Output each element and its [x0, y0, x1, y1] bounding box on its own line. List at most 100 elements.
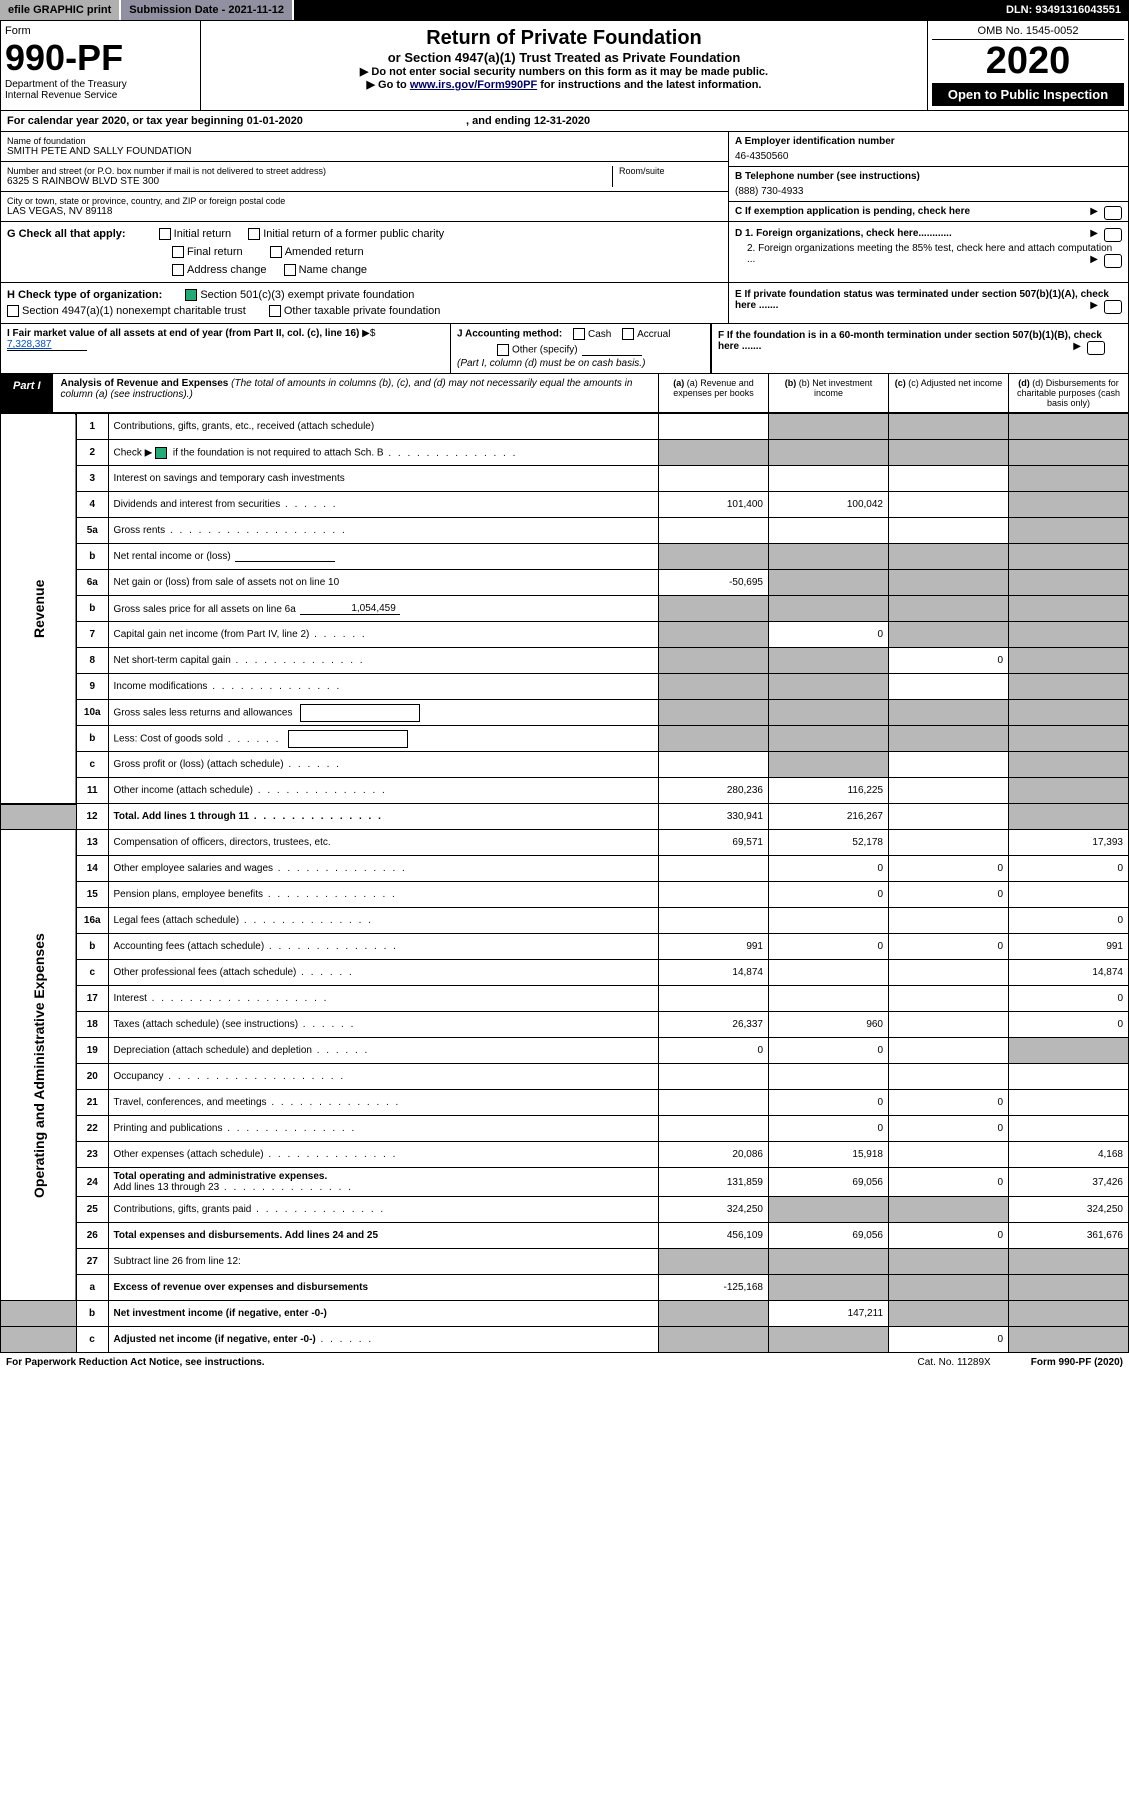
table-row: bAccounting fees (attach schedule)991009… [1, 934, 1129, 960]
form990pf-link[interactable]: www.irs.gov/Form990PF [410, 79, 537, 91]
check-section-h: H Check type of organization: Section 50… [0, 283, 1129, 324]
col-a-header: (a) (a) Revenue and expenses per books [658, 374, 768, 412]
table-row: cGross profit or (loss) (attach schedule… [1, 752, 1129, 778]
form-number: 990-PF [5, 37, 196, 79]
table-row: 26Total expenses and disbursements. Add … [1, 1223, 1129, 1249]
checkbox-e[interactable] [1104, 300, 1122, 314]
main-table: Revenue 1Contributions, gifts, grants, e… [0, 413, 1129, 1353]
checkbox-4947[interactable] [7, 305, 19, 317]
catalog-number: Cat. No. 11289X [918, 1357, 991, 1368]
submission-date: Submission Date - 2021-11-12 [121, 0, 294, 20]
table-row: 18Taxes (attach schedule) (see instructi… [1, 1012, 1129, 1038]
part1-header: Part I Analysis of Revenue and Expenses … [0, 374, 1129, 413]
table-row: 12Total. Add lines 1 through 11330,94121… [1, 804, 1129, 830]
omb-number: OMB No. 1545-0052 [932, 25, 1124, 40]
col-b-header: (b) (b) Net investment income [768, 374, 888, 412]
header-left: Form 990-PF Department of the Treasury I… [1, 21, 201, 110]
table-row: Operating and Administrative Expenses 13… [1, 830, 1129, 856]
top-bar: efile GRAPHIC print Submission Date - 20… [0, 0, 1129, 20]
checkbox-initial-former[interactable] [248, 228, 260, 240]
calendar-year-row: For calendar year 2020, or tax year begi… [0, 111, 1129, 132]
address-cell: Number and street (or P.O. box number if… [1, 162, 728, 192]
telephone-cell: B Telephone number (see instructions) (8… [729, 167, 1128, 202]
table-row: 27Subtract line 26 from line 12: [1, 1249, 1129, 1275]
section-d2: 2. Foreign organizations meeting the 85%… [735, 243, 1122, 265]
dept-irs: Internal Revenue Service [5, 90, 196, 101]
part1-tag: Part I [1, 374, 53, 412]
form-title: Return of Private Foundation [207, 27, 921, 50]
table-row: bGross sales price for all assets on lin… [1, 596, 1129, 622]
table-row: aExcess of revenue over expenses and dis… [1, 1275, 1129, 1301]
expenses-side-label: Operating and Administrative Expenses [1, 830, 77, 1301]
table-row: bLess: Cost of goods sold [1, 726, 1129, 752]
instruction-2: ▶ Go to www.irs.gov/Form990PF for instru… [207, 78, 921, 91]
checkbox-c[interactable] [1104, 206, 1122, 220]
city-cell: City or town, state or province, country… [1, 192, 728, 221]
checkbox-d2[interactable] [1104, 254, 1122, 268]
column-headers: (a) (a) Revenue and expenses per books (… [658, 374, 1128, 412]
table-row: 4Dividends and interest from securities1… [1, 492, 1129, 518]
table-row: 19Depreciation (attach schedule) and dep… [1, 1038, 1129, 1064]
table-row: 16aLegal fees (attach schedule)0 [1, 908, 1129, 934]
table-row: 20Occupancy [1, 1064, 1129, 1090]
checkbox-accrual[interactable] [622, 328, 634, 340]
section-f: F If the foundation is in a 60-month ter… [718, 330, 1105, 352]
table-row: 3Interest on savings and temporary cash … [1, 466, 1129, 492]
table-row: 22Printing and publications00 [1, 1116, 1129, 1142]
table-row: 9Income modifications [1, 674, 1129, 700]
table-row: Revenue 1Contributions, gifts, grants, e… [1, 414, 1129, 440]
table-row: 21Travel, conferences, and meetings00 [1, 1090, 1129, 1116]
col-c-header: (c) (c) Adjusted net income [888, 374, 1008, 412]
table-row: bNet investment income (if negative, ent… [1, 1301, 1129, 1327]
table-row: 8Net short-term capital gain0 [1, 648, 1129, 674]
foundation-name-cell: Name of foundation SMITH PETE AND SALLY … [1, 132, 728, 162]
table-row: 11Other income (attach schedule)280,2361… [1, 778, 1129, 804]
checkbox-amended[interactable] [270, 246, 282, 258]
checkbox-501c3[interactable] [185, 289, 197, 301]
foundation-info: Name of foundation SMITH PETE AND SALLY … [0, 132, 1129, 222]
dept-treasury: Department of the Treasury [5, 79, 196, 90]
checkbox-f[interactable] [1087, 341, 1105, 355]
section-c-cell: C If exemption application is pending, c… [729, 202, 1128, 221]
section-d1: D 1. Foreign organizations, check here..… [735, 228, 1122, 239]
part1-desc: Analysis of Revenue and Expenses (The to… [53, 374, 658, 412]
checkbox-other-method[interactable] [497, 344, 509, 356]
page-footer: For Paperwork Reduction Act Notice, see … [0, 1353, 1129, 1372]
checkbox-cash[interactable] [573, 328, 585, 340]
header-right: OMB No. 1545-0052 2020 Open to Public In… [928, 21, 1128, 110]
form-subtitle: or Section 4947(a)(1) Trust Treated as P… [207, 50, 921, 65]
table-row: cOther professional fees (attach schedul… [1, 960, 1129, 986]
checkbox-other-tax[interactable] [269, 305, 281, 317]
checkbox-initial[interactable] [159, 228, 171, 240]
table-row: 10aGross sales less returns and allowanc… [1, 700, 1129, 726]
table-row: 14Other employee salaries and wages000 [1, 856, 1129, 882]
tax-year: 2020 [932, 40, 1124, 83]
table-row: 6aNet gain or (loss) from sale of assets… [1, 570, 1129, 596]
table-row: bNet rental income or (loss) [1, 544, 1129, 570]
form-word: Form [5, 25, 196, 37]
section-i: I Fair market value of all assets at end… [1, 324, 451, 373]
table-row: 24Total operating and administrative exp… [1, 1168, 1129, 1197]
revenue-side-label: Revenue [1, 414, 77, 804]
section-e: E If private foundation status was termi… [735, 289, 1122, 311]
section-j: J Accounting method: Cash Accrual Other … [451, 324, 711, 373]
check-section-g: G Check all that apply: Initial return I… [0, 222, 1129, 283]
form-version: Form 990-PF (2020) [1031, 1357, 1123, 1368]
table-row: 17Interest0 [1, 986, 1129, 1012]
table-row: 23Other expenses (attach schedule)20,086… [1, 1142, 1129, 1168]
checkbox-final[interactable] [172, 246, 184, 258]
checkbox-address[interactable] [172, 264, 184, 276]
checkbox-sch-b[interactable] [155, 447, 167, 459]
table-row: 25Contributions, gifts, grants paid324,2… [1, 1197, 1129, 1223]
checkbox-d1[interactable] [1104, 228, 1122, 242]
efile-label: efile GRAPHIC print [0, 0, 121, 20]
open-public: Open to Public Inspection [932, 83, 1124, 106]
ein-cell: A Employer identification number 46-4350… [729, 132, 1128, 167]
table-row: 5aGross rents [1, 518, 1129, 544]
dln: DLN: 93491316043551 [998, 0, 1129, 20]
table-row: 15Pension plans, employee benefits00 [1, 882, 1129, 908]
fmv-link[interactable]: 7,328,387 [7, 339, 87, 351]
checkbox-name[interactable] [284, 264, 296, 276]
form-header: Form 990-PF Department of the Treasury I… [0, 20, 1129, 111]
table-row: cAdjusted net income (if negative, enter… [1, 1327, 1129, 1353]
